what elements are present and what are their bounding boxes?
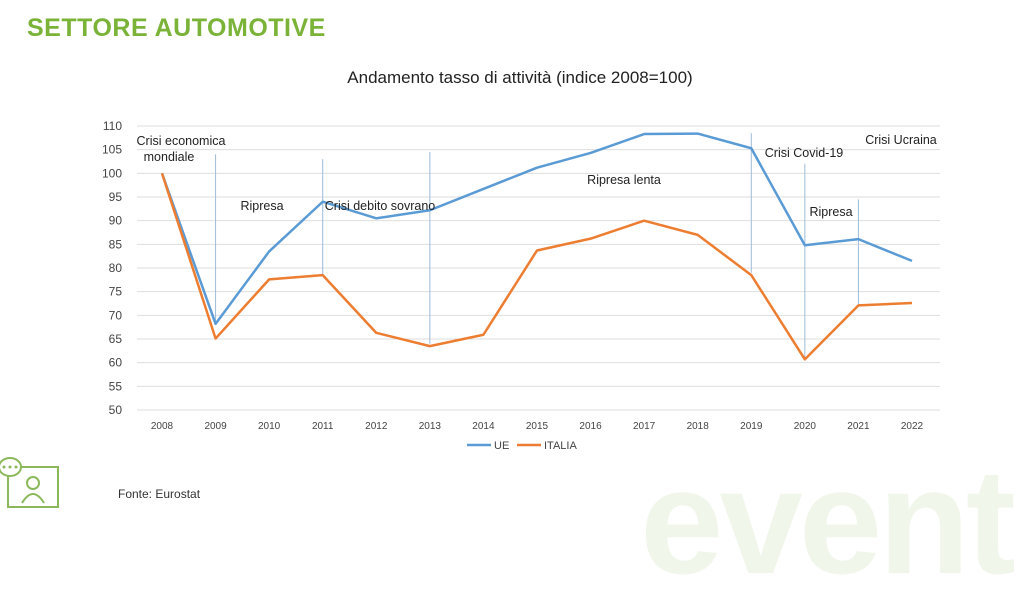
legend-label: UE [494, 440, 509, 452]
x-tick-label: 2016 [579, 421, 602, 432]
chart-title: Andamento tasso di attività (indice 2008… [347, 68, 692, 87]
x-tick-label: 2021 [847, 421, 870, 432]
line-chart: Andamento tasso di attività (indice 2008… [0, 0, 1024, 510]
y-tick-label: 70 [109, 308, 123, 322]
annotation-label: Ripresa [240, 199, 283, 213]
annotation-label: Ripresa [809, 205, 852, 219]
y-tick-label: 110 [103, 119, 122, 133]
x-tick-label: 2022 [901, 421, 924, 432]
y-tick-label: 85 [109, 237, 123, 251]
y-tick-label: 95 [109, 190, 123, 204]
y-tick-label: 50 [109, 403, 123, 417]
y-tick-label: 75 [109, 285, 123, 299]
y-tick-label: 90 [109, 214, 123, 228]
y-tick-label: 55 [109, 379, 123, 393]
y-tick-label: 80 [109, 261, 123, 275]
annotation-label: Crisi Covid-19 [765, 146, 844, 160]
y-tick-label: 65 [109, 332, 123, 346]
legend-label: ITALIA [544, 440, 577, 452]
annotation-label: mondiale [144, 150, 195, 164]
x-tick-label: 2015 [526, 421, 549, 432]
annotation-label: Ripresa lenta [587, 173, 661, 187]
source-note: Fonte: Eurostat [118, 487, 200, 501]
x-tick-label: 2017 [633, 421, 656, 432]
x-tick-label: 2019 [740, 421, 763, 432]
annotation-label: Crisi economica [137, 134, 226, 148]
x-tick-label: 2018 [687, 421, 710, 432]
y-tick-label: 100 [102, 166, 122, 180]
x-tick-label: 2009 [204, 421, 227, 432]
x-tick-label: 2011 [312, 421, 334, 432]
annotation-label: Crisi debito sovrano [325, 199, 436, 213]
x-tick-label: 2013 [419, 421, 442, 432]
y-tick-label: 60 [109, 356, 123, 370]
x-tick-label: 2010 [258, 421, 281, 432]
y-tick-label: 105 [102, 143, 122, 157]
x-tick-label: 2020 [794, 421, 817, 432]
x-tick-label: 2008 [151, 421, 174, 432]
x-tick-label: 2014 [472, 421, 495, 432]
x-tick-label: 2012 [365, 421, 388, 432]
annotation-label: Crisi Ucraina [865, 133, 937, 147]
series-line-ue [162, 134, 912, 324]
chat-person-icon [0, 455, 70, 510]
